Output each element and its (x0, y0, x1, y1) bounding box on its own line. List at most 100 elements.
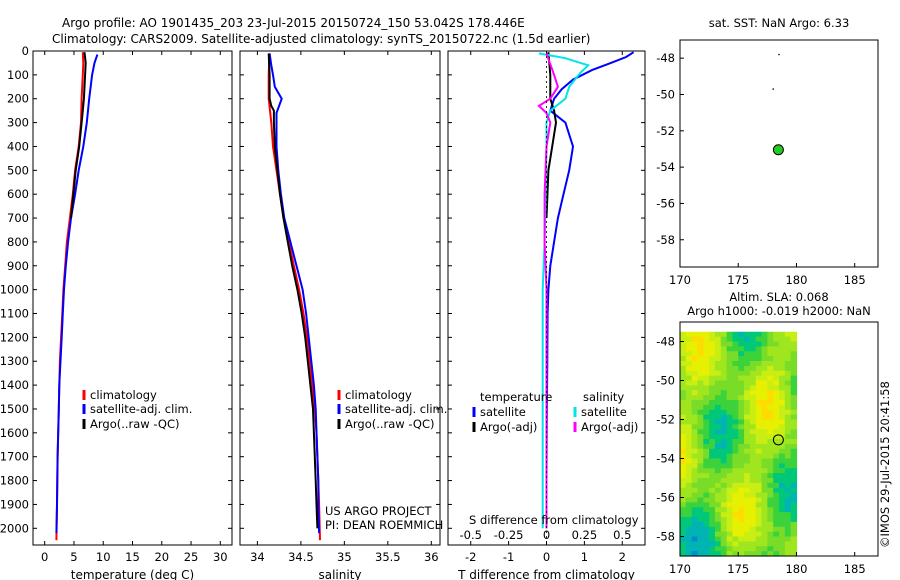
sla-heatmap-cell (767, 380, 774, 386)
sla-heatmap-cell (680, 551, 687, 557)
sla-heatmap-cell (773, 429, 780, 435)
sla-heatmap-cell (732, 453, 739, 460)
temp-legend-label: satellite-adj. clim. (90, 402, 192, 416)
sla-heatmap-cell (732, 497, 739, 503)
sla-heatmap-cell (685, 463, 693, 469)
sla-heatmap-cell (685, 443, 693, 450)
sla-heatmap-cell (697, 424, 704, 430)
sla-heatmap-cell (691, 395, 699, 401)
sla-heatmap-cell (685, 473, 693, 479)
sla-heatmap-cell (790, 473, 798, 479)
sla-heatmap-cell (726, 551, 734, 557)
sla-heatmap-cell (680, 400, 687, 406)
sla-heatmap-cell (749, 385, 757, 391)
sla-heatmap-cell (779, 512, 786, 518)
sla-heatmap-cell (709, 507, 716, 513)
sla-heatmap-cell (703, 419, 710, 425)
sla-heatmap-cell (714, 512, 722, 518)
sla-heatmap-cell (691, 341, 699, 347)
sla-heatmap-cell (680, 531, 687, 538)
sla-heatmap-cell (732, 473, 739, 479)
sla-heatmap-cell (703, 487, 710, 494)
salinity-xtick-label: 35 (337, 550, 352, 564)
sla-heatmap-cell (744, 453, 751, 460)
sla-heatmap-cell (744, 551, 751, 557)
sla-heatmap-cell (738, 409, 745, 416)
sla-heatmap-cell (685, 492, 693, 499)
sla-heatmap-cell (749, 390, 757, 396)
sla-heatmap-cell (726, 502, 734, 508)
sla-heatmap-cell (761, 448, 768, 455)
sla-heatmap-cell (697, 409, 704, 416)
sla-heatmap-cell (779, 458, 786, 464)
sla-heatmap-cell (703, 536, 710, 542)
sla-heatmap-cell (703, 541, 710, 547)
sla-heatmap-cell (755, 502, 763, 508)
sla-heatmap-cell (726, 331, 734, 338)
sla-heatmap-cell (755, 526, 763, 533)
sla-heatmap-cell (732, 536, 739, 542)
temperature-ytick-label: 800 (7, 235, 29, 249)
temperature-ytick-label: 1700 (0, 450, 29, 464)
sla-heatmap-cell (720, 517, 728, 523)
sla-heatmap-cell (790, 385, 798, 391)
sla-heatmap-cell (784, 370, 792, 377)
sla-heatmap-cell (784, 546, 792, 552)
sla-heatmap-cell (767, 356, 774, 362)
sla-heatmap-cell (732, 346, 739, 352)
sla-heatmap-cell (767, 439, 774, 445)
sla-heatmap-cell (779, 448, 786, 455)
sla-heatmap-cell (709, 346, 716, 352)
sla-heatmap-cell (709, 400, 716, 406)
sla-heatmap-cell (790, 458, 798, 464)
sla-heatmap-cell (767, 526, 774, 533)
sla-heatmap-cell (720, 473, 728, 479)
sla-heatmap-cell (720, 502, 728, 508)
sla-heatmap-cell (726, 546, 734, 552)
sla-heatmap-cell (761, 390, 768, 396)
sla-heatmap-cell (720, 424, 728, 430)
temperature-ytick-label: 1000 (0, 283, 29, 297)
sla-heatmap-cell (744, 507, 751, 513)
difference-xtick-label: -2 (465, 550, 476, 564)
sla-heatmap-cell (790, 502, 798, 508)
sla-heatmap-cell (720, 380, 728, 386)
sla-heatmap-cell (784, 517, 792, 523)
salinity-xtick-label: 35.5 (375, 550, 401, 564)
sla-heatmap-cell (714, 487, 722, 494)
sla-heatmap-cell (714, 375, 722, 382)
sla-heatmap-cell (744, 370, 751, 377)
sla-heatmap-cell (703, 521, 710, 528)
sla-heatmap-cell (703, 512, 710, 518)
sla-heatmap-cell (691, 443, 699, 450)
sla-heatmap-cell (732, 414, 739, 421)
sla-heatmap-cell (685, 404, 693, 411)
sst-xtick-label: 175 (727, 273, 749, 287)
sla-heatmap-cell (720, 531, 728, 538)
sla-heatmap-cell (709, 546, 716, 552)
sla-heatmap-cell (779, 356, 786, 362)
sla-heatmap-cell (784, 443, 792, 450)
sla-heatmap-cell (773, 551, 780, 557)
sla-heatmap-cell (720, 497, 728, 503)
sla-heatmap-cell (720, 370, 728, 377)
sla-heatmap-cell (779, 365, 786, 372)
sla-heatmap-cell (749, 448, 757, 455)
sla-heatmap-cell (767, 400, 774, 406)
sla-heatmap-cell (755, 478, 763, 484)
temperature-xtick-label: 25 (184, 550, 199, 564)
sla-heatmap-cell (709, 356, 716, 362)
sla-heatmap-cell (767, 551, 774, 557)
sla-heatmap-cell (790, 531, 798, 538)
sla-heatmap-cell (685, 390, 693, 396)
sla-heatmap-cell (761, 409, 768, 416)
sla-heatmap-cell (691, 419, 699, 425)
sla-heatmap-cell (714, 478, 722, 484)
sla-heatmap-cell (790, 429, 798, 435)
temperature-ytick-label: 1100 (0, 307, 29, 321)
sla-heatmap-cell (773, 424, 780, 430)
sla-heatmap-cell (720, 487, 728, 494)
sla-heatmap-cell (714, 429, 722, 435)
sla-heatmap-cell (779, 521, 786, 528)
sla-heatmap-cell (720, 409, 728, 416)
